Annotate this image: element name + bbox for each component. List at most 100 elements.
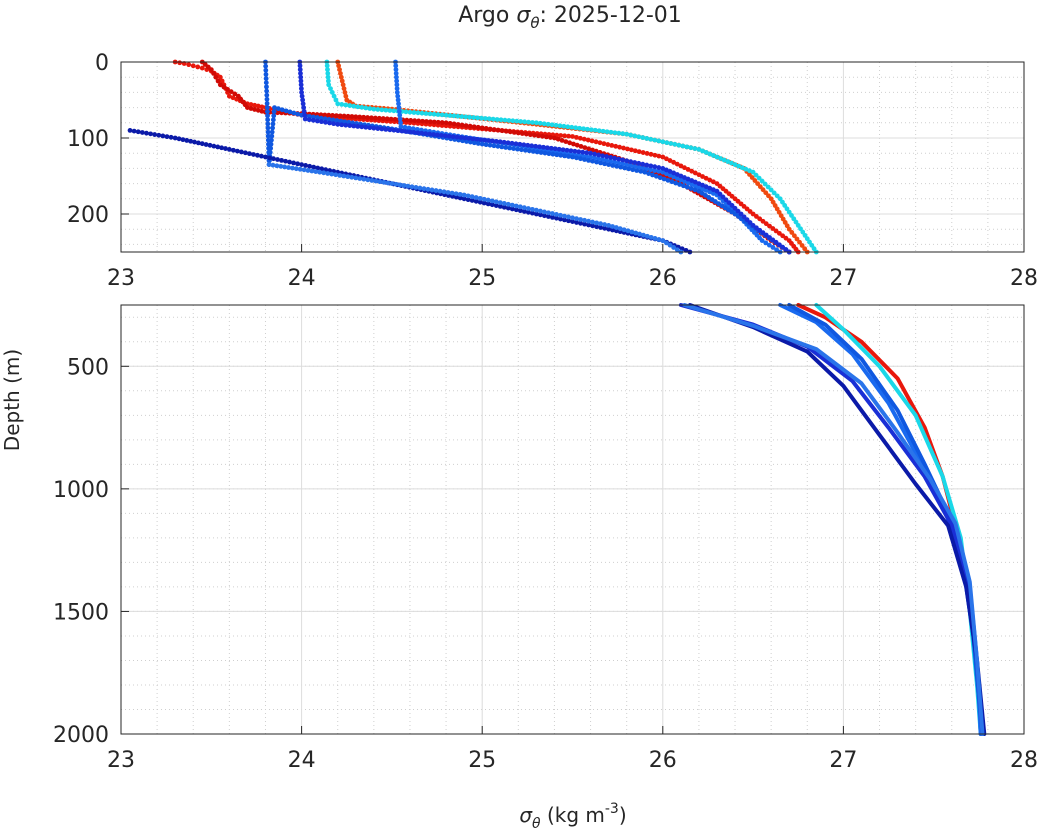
- data-point: [582, 217, 587, 223]
- data-point: [325, 67, 330, 72]
- data-point: [343, 122, 349, 128]
- x-tick-label: 28: [1010, 266, 1038, 291]
- data-point: [479, 125, 485, 131]
- data-point: [674, 172, 680, 177]
- x-tick-label: 27: [829, 266, 857, 291]
- data-point: [633, 230, 639, 236]
- data-point: [703, 184, 709, 190]
- data-point: [665, 177, 671, 183]
- data-point: [511, 146, 517, 151]
- data-point: [409, 184, 415, 190]
- data-point: [361, 114, 367, 120]
- data-point: [412, 118, 418, 124]
- data-point: [301, 109, 307, 114]
- data-point: [602, 161, 608, 167]
- data-point: [718, 156, 723, 161]
- data-point: [325, 74, 331, 80]
- data-point: [453, 194, 459, 200]
- data-point: [419, 130, 425, 136]
- data-point: [732, 211, 738, 217]
- data-point: [333, 172, 339, 178]
- data-point: [337, 172, 343, 178]
- data-point: [760, 230, 766, 236]
- data-point: [259, 108, 265, 114]
- data-point: [445, 190, 451, 195]
- data-point: [393, 181, 399, 187]
- data-point: [475, 115, 480, 121]
- data-point: [725, 159, 731, 164]
- data-point: [791, 233, 797, 239]
- data-point: [570, 154, 575, 160]
- data-point: [255, 103, 261, 109]
- data-point: [278, 163, 284, 169]
- data-point: [458, 135, 464, 140]
- data-point: [571, 141, 576, 147]
- data-point: [375, 126, 381, 131]
- data-point: [471, 140, 477, 146]
- data-point: [395, 93, 401, 99]
- data-point: [489, 202, 495, 208]
- data-point: [703, 150, 709, 155]
- data-point: [503, 145, 509, 150]
- xlabel-subscript: θ: [532, 816, 541, 832]
- data-point: [395, 128, 401, 134]
- data-point: [337, 113, 343, 119]
- x-tick-label: 26: [649, 748, 677, 773]
- data-point: [485, 197, 491, 203]
- data-point: [555, 136, 561, 142]
- data-point: [307, 163, 313, 169]
- data-point: [585, 126, 590, 132]
- xlabel-unit: (kg m: [541, 803, 605, 827]
- data-point: [217, 74, 223, 80]
- data-point: [710, 153, 716, 158]
- data-point: [271, 113, 277, 119]
- data-point: [319, 119, 324, 125]
- data-point: [283, 158, 288, 164]
- data-point: [353, 175, 359, 181]
- data-point: [689, 168, 695, 174]
- data-point: [657, 175, 663, 181]
- data-point: [252, 107, 258, 112]
- data-point: [542, 213, 547, 219]
- data-point: [550, 211, 555, 216]
- data-point: [747, 168, 752, 174]
- data-point: [298, 74, 304, 80]
- data-point: [590, 219, 595, 225]
- data-point: [271, 156, 276, 162]
- data-point: [330, 117, 336, 123]
- data-point: [397, 116, 403, 122]
- data-point: [338, 74, 344, 80]
- data-point: [459, 122, 465, 128]
- data-point: [349, 174, 355, 180]
- data-point: [367, 106, 373, 111]
- data-point: [325, 71, 331, 76]
- data-point: [328, 86, 333, 91]
- data-point: [667, 172, 673, 178]
- data-point: [495, 127, 501, 133]
- data-point: [537, 120, 543, 126]
- data-point: [447, 120, 453, 126]
- data-point: [574, 220, 579, 225]
- data-point: [164, 134, 170, 140]
- data-point: [710, 187, 716, 193]
- data-point: [255, 107, 261, 113]
- data-point: [578, 144, 584, 149]
- data-point: [306, 117, 312, 123]
- data-point: [760, 218, 766, 224]
- data-point: [598, 221, 603, 227]
- data-point: [600, 128, 606, 134]
- data-point: [297, 67, 303, 72]
- data-point: [298, 82, 304, 88]
- data-point: [275, 106, 281, 112]
- data-point: [208, 67, 214, 72]
- data-point: [671, 170, 677, 176]
- data-point: [640, 161, 646, 167]
- data-point: [131, 128, 137, 134]
- data-point: [265, 109, 270, 115]
- data-point: [656, 237, 662, 242]
- data-point: [199, 65, 205, 71]
- data-point: [192, 139, 197, 145]
- data-point: [264, 96, 270, 102]
- data-point: [482, 137, 487, 143]
- data-point: [558, 212, 563, 218]
